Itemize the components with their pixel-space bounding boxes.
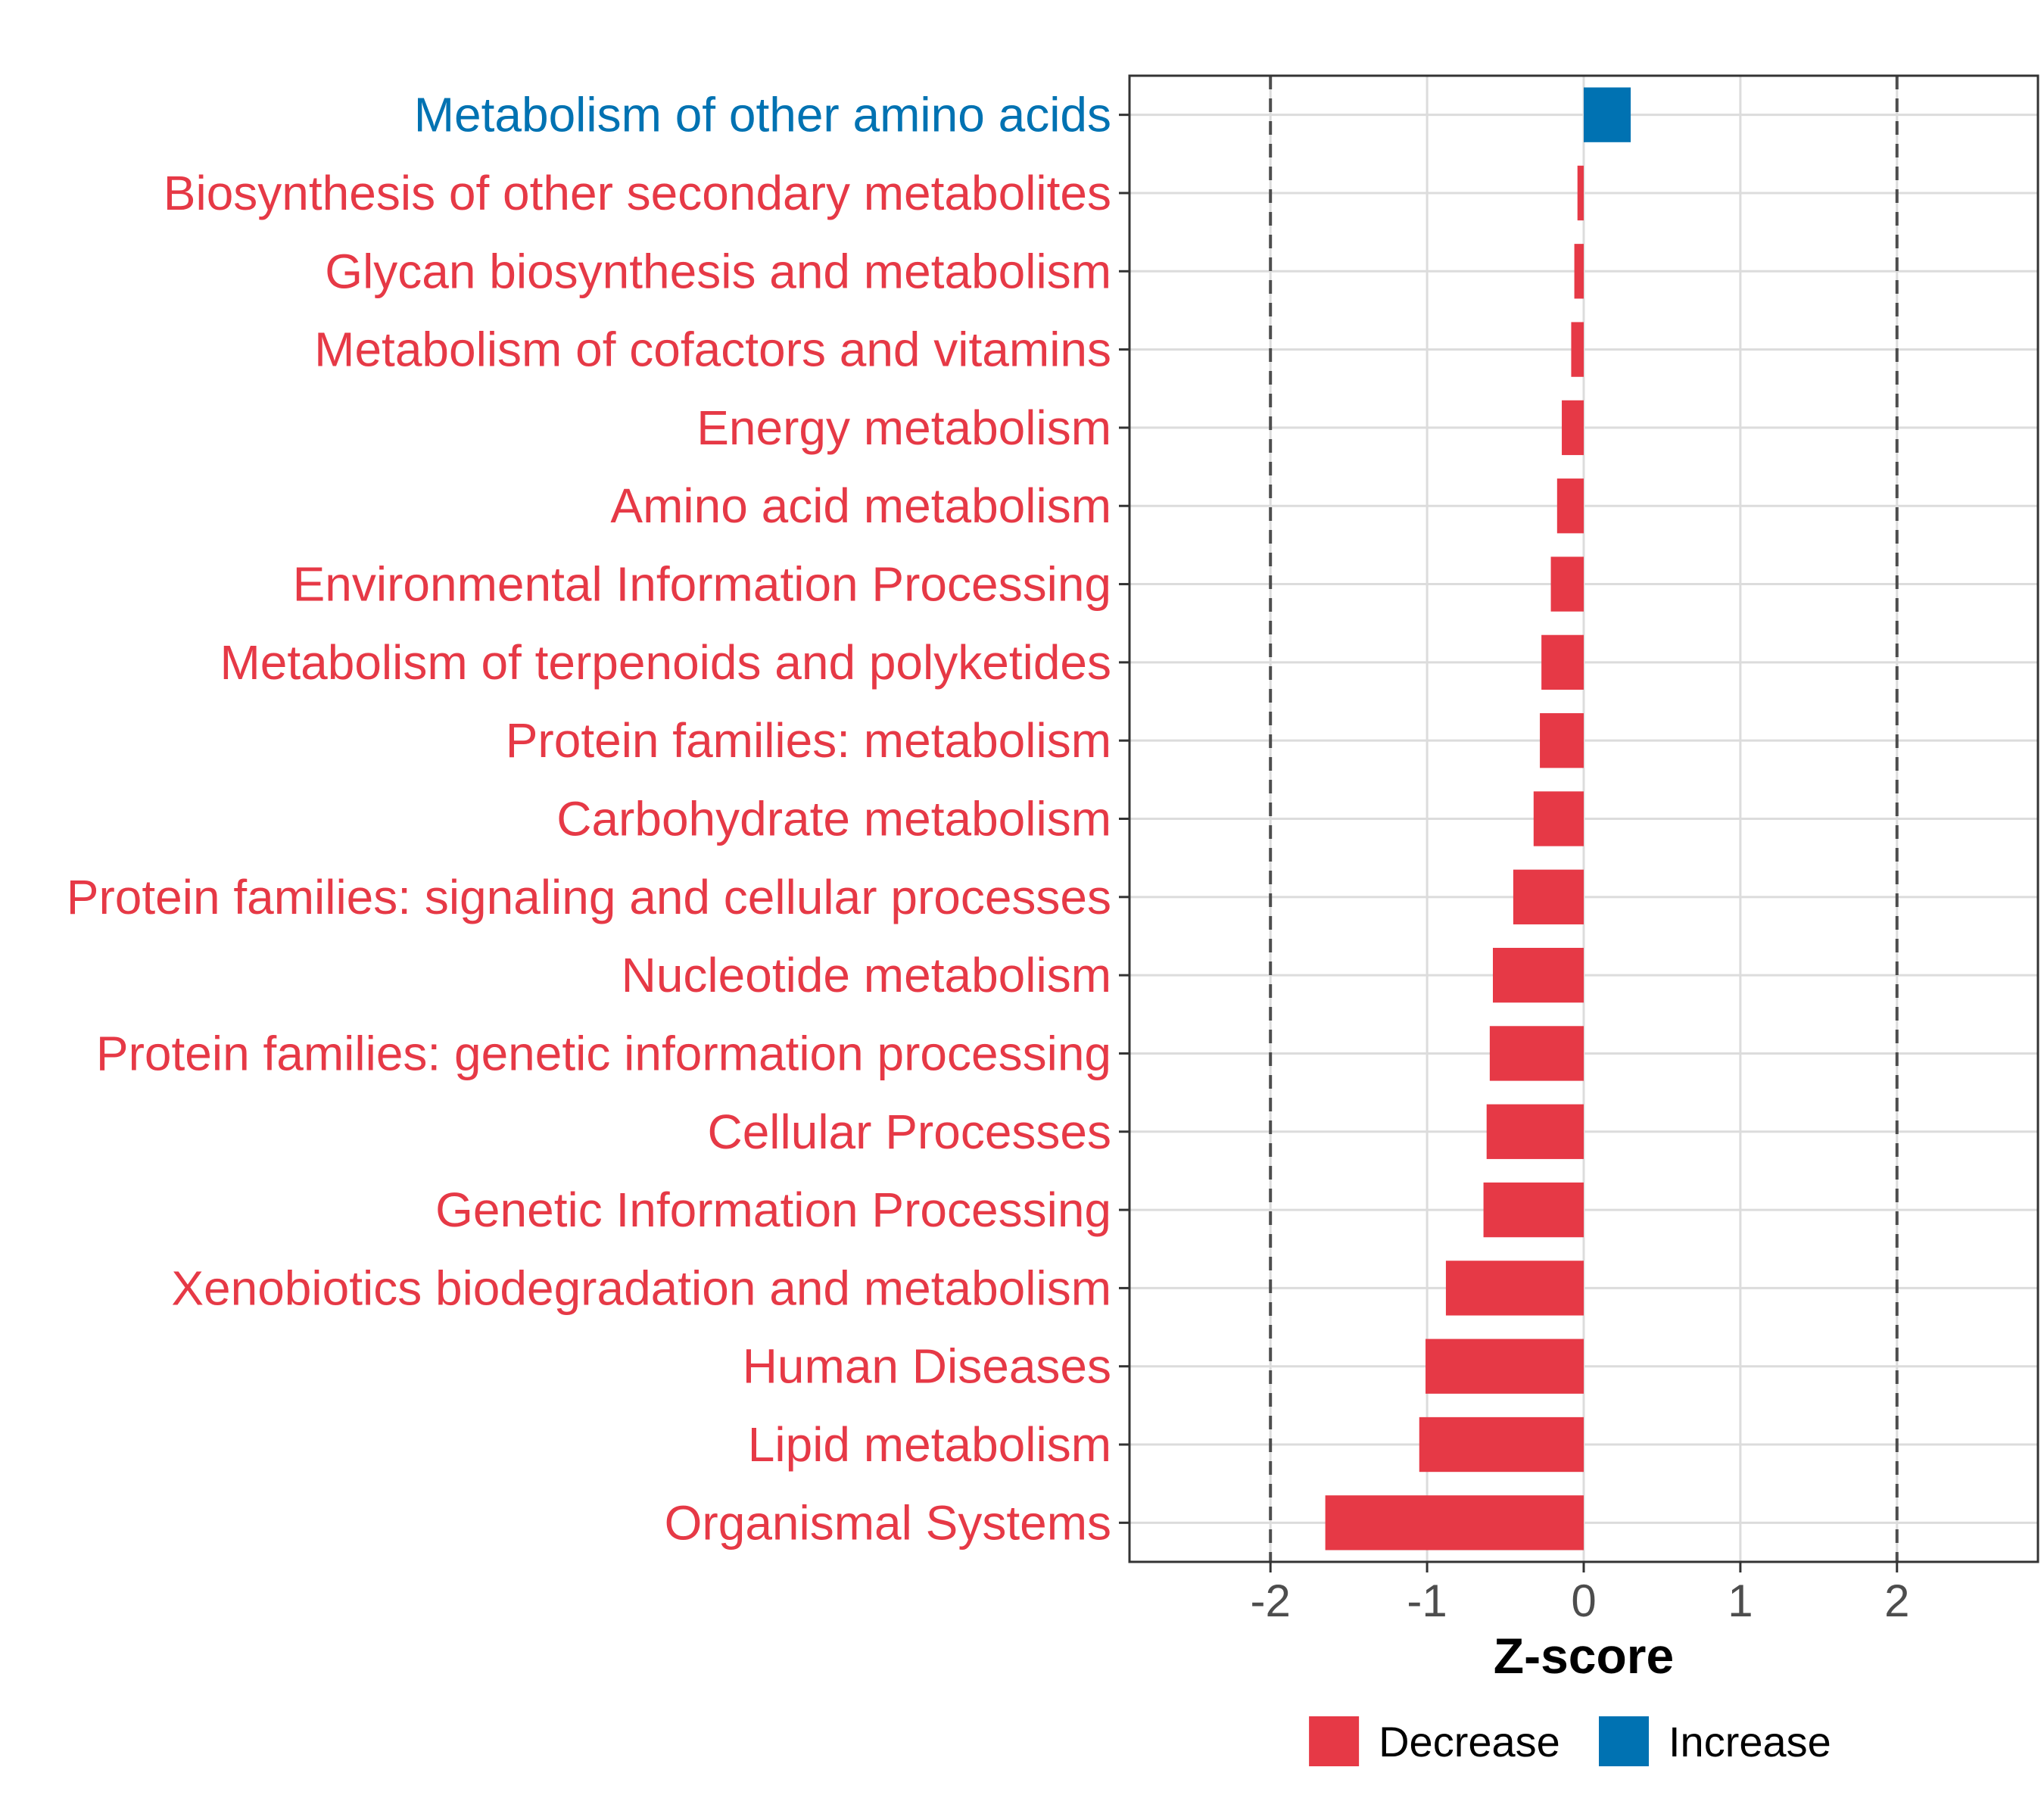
y-axis-category-labels: Metabolism of other amino acids Biosynthe… — [67, 88, 1111, 1551]
bar — [1540, 713, 1584, 768]
category-label: Cellular Processes — [707, 1105, 1111, 1159]
category-label: Nucleotide metabolism — [622, 948, 1111, 1002]
bar — [1571, 322, 1584, 377]
bar — [1513, 869, 1584, 924]
bar — [1493, 947, 1584, 1003]
legend-swatch — [1309, 1716, 1360, 1766]
category-label: Protein families: genetic information pr… — [96, 1026, 1111, 1080]
bar — [1426, 1339, 1584, 1394]
category-label: Genetic Information Processing — [435, 1183, 1111, 1237]
y-axis-ticks — [1119, 114, 1129, 1524]
bar — [1419, 1417, 1584, 1473]
bars — [1325, 87, 1631, 1551]
category-label: Lipid metabolism — [748, 1417, 1111, 1472]
x-tick-label: 2 — [1884, 1575, 1909, 1626]
bar — [1483, 1182, 1584, 1238]
category-label: Metabolism of other amino acids — [414, 88, 1111, 142]
bar — [1577, 165, 1584, 221]
bar — [1550, 556, 1584, 612]
legend-label: Increase — [1669, 1718, 1831, 1766]
category-label: Protein families: signaling and cellular… — [67, 870, 1111, 924]
bar — [1445, 1261, 1584, 1316]
category-label: Metabolism of cofactors and vitamins — [314, 323, 1111, 377]
category-label: Glycan biosynthesis and metabolism — [325, 244, 1111, 298]
category-label: Human Diseases — [743, 1339, 1111, 1394]
x-axis-title: Z-score — [1494, 1628, 1674, 1684]
x-tick-label: 1 — [1728, 1575, 1753, 1626]
legend: Decrease Increase — [1309, 1716, 1831, 1766]
x-tick-label: -1 — [1407, 1575, 1447, 1626]
category-label: Protein families: metabolism — [506, 713, 1111, 768]
category-label: Biosynthesis of other secondary metaboli… — [164, 166, 1111, 220]
bar — [1486, 1104, 1584, 1159]
category-label: Energy metabolism — [696, 400, 1111, 455]
x-axis-ticks: -2 -1 0 1 2 — [1251, 1562, 1909, 1626]
reference-lines — [1269, 76, 1899, 1562]
category-label: Organismal Systems — [665, 1495, 1111, 1550]
category-label: Carbohydrate metabolism — [556, 792, 1111, 846]
bar — [1556, 478, 1584, 534]
category-label: Xenobiotics biodegradation and metabolis… — [171, 1261, 1111, 1315]
bar — [1325, 1495, 1584, 1551]
legend-swatch — [1599, 1716, 1649, 1766]
x-tick-label: -2 — [1251, 1575, 1291, 1626]
bar — [1562, 400, 1584, 456]
bar — [1574, 244, 1584, 299]
legend-label: Decrease — [1379, 1718, 1560, 1766]
category-label: Environmental Information Processing — [293, 557, 1111, 612]
bar — [1533, 791, 1584, 846]
bar — [1541, 634, 1584, 690]
bar — [1489, 1026, 1584, 1081]
category-label: Amino acid metabolism — [610, 478, 1111, 533]
category-label: Metabolism of terpenoids and polyketides — [220, 635, 1111, 690]
x-tick-label: 0 — [1571, 1575, 1596, 1626]
bar — [1584, 87, 1631, 142]
